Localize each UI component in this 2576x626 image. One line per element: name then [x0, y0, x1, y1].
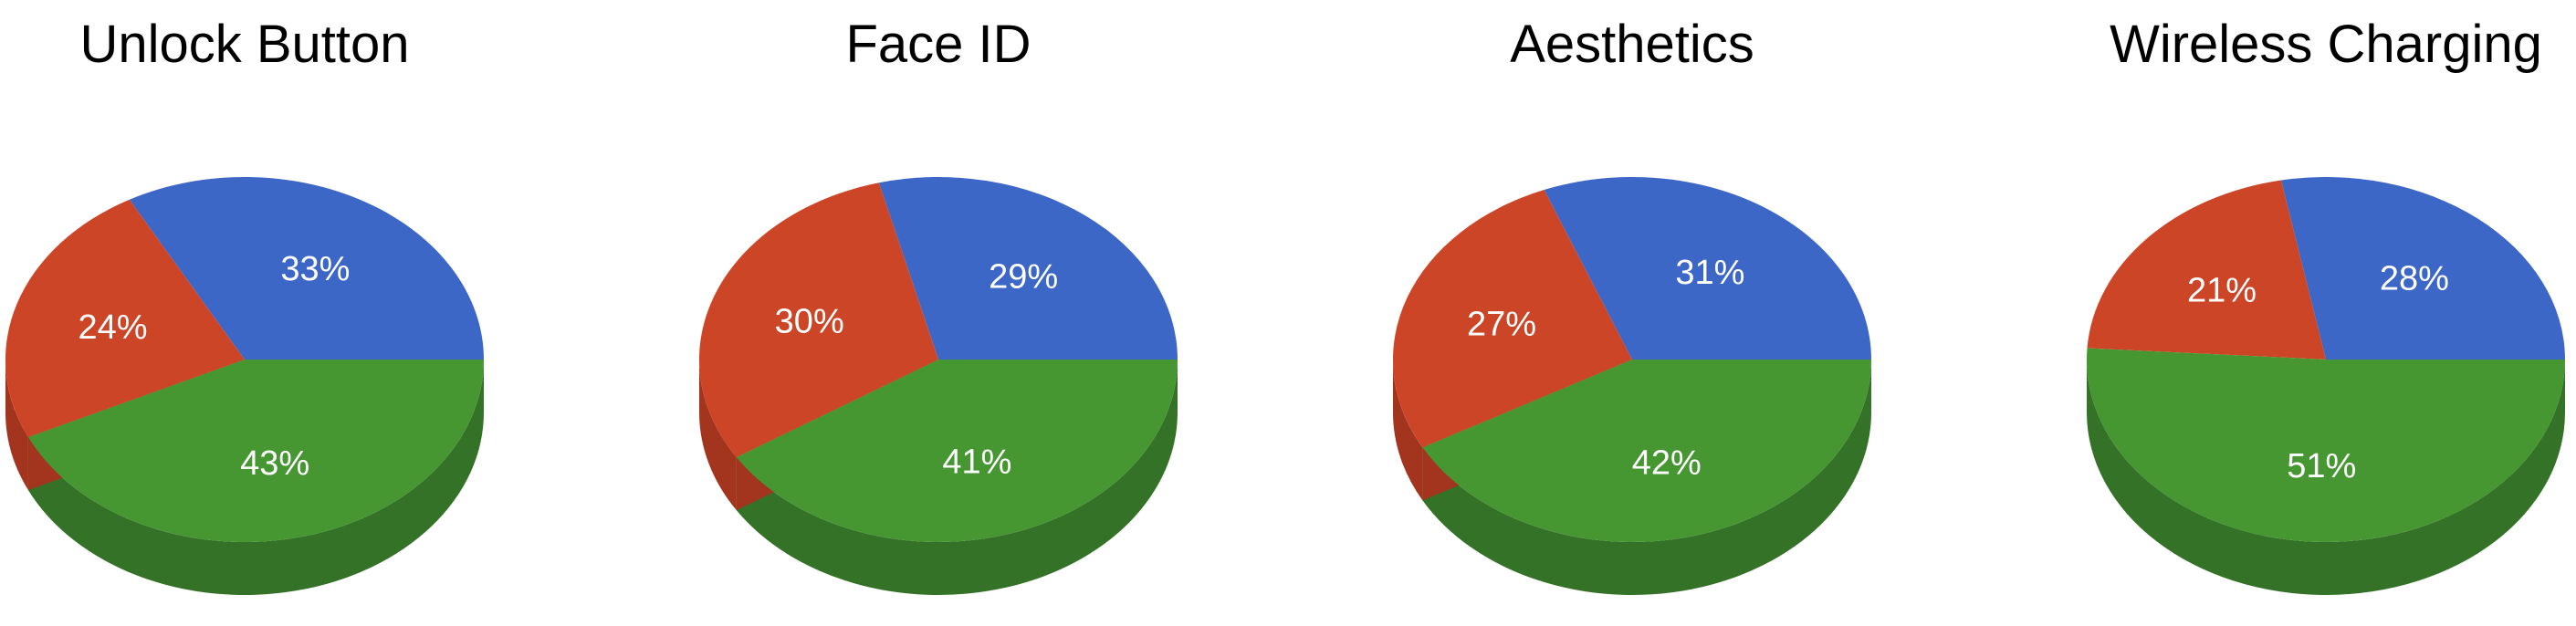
- pie-chart-2: Face ID 29% 30% 41%: [699, 15, 1178, 595]
- pie-top: [699, 177, 1178, 542]
- pie-slice-green: [1422, 360, 1871, 543]
- pie-side-green: [1422, 360, 1872, 596]
- pie-side-green: [736, 360, 1178, 595]
- slice-label: 24%: [78, 308, 147, 347]
- chart-title: Aesthetics: [1510, 15, 1754, 74]
- chart-title: Wireless Charging: [2110, 15, 2542, 74]
- pie-slice-green: [736, 360, 1178, 542]
- pie-sides: [2087, 360, 2565, 595]
- slice-label: 31%: [1675, 254, 1744, 292]
- pie-side-green: [27, 360, 485, 595]
- pie-top: [1392, 176, 1871, 543]
- slice-label: 42%: [1632, 443, 1702, 482]
- pie-chart-4: Wireless Charging 28% 21% 51%: [2087, 15, 2565, 595]
- pie-side-red: [1393, 360, 1423, 501]
- chart-title: Unlock Button: [79, 15, 409, 74]
- chart-title: Face ID: [845, 15, 1031, 74]
- pie-slice-blue: [1544, 176, 1871, 360]
- pie-top: [5, 176, 485, 542]
- pie-chart-1: Unlock Button 33% 24% 43%: [5, 15, 485, 595]
- slice-label: 29%: [989, 257, 1058, 296]
- pie-side-green: [2087, 360, 2565, 595]
- slice-label: 41%: [942, 443, 1011, 481]
- pie-slice-green: [2087, 348, 2565, 542]
- slice-label: 51%: [2287, 447, 2356, 485]
- pie-slice-red: [5, 199, 245, 438]
- slice-label: 43%: [240, 444, 309, 483]
- pie-slice-blue: [878, 177, 1178, 360]
- slice-label: 33%: [280, 250, 350, 288]
- pie-chart-3: Aesthetics 31% 27% 42%: [1392, 15, 1872, 596]
- slice-label: 27%: [1467, 306, 1536, 344]
- slice-label: 28%: [2380, 260, 2449, 298]
- pie-side-red: [5, 360, 28, 491]
- pie-slice-green: [27, 360, 485, 542]
- slice-label: 30%: [775, 302, 844, 340]
- pie-slice-red: [699, 183, 938, 458]
- slice-label: 21%: [2187, 271, 2257, 309]
- pie-slice-blue: [129, 176, 485, 360]
- pie-slice-blue: [2280, 177, 2565, 360]
- pie-side-red: [699, 360, 737, 511]
- pie-slice-red: [2087, 180, 2326, 360]
- pie-slice-red: [1392, 190, 1632, 448]
- pie-top: [2087, 177, 2565, 542]
